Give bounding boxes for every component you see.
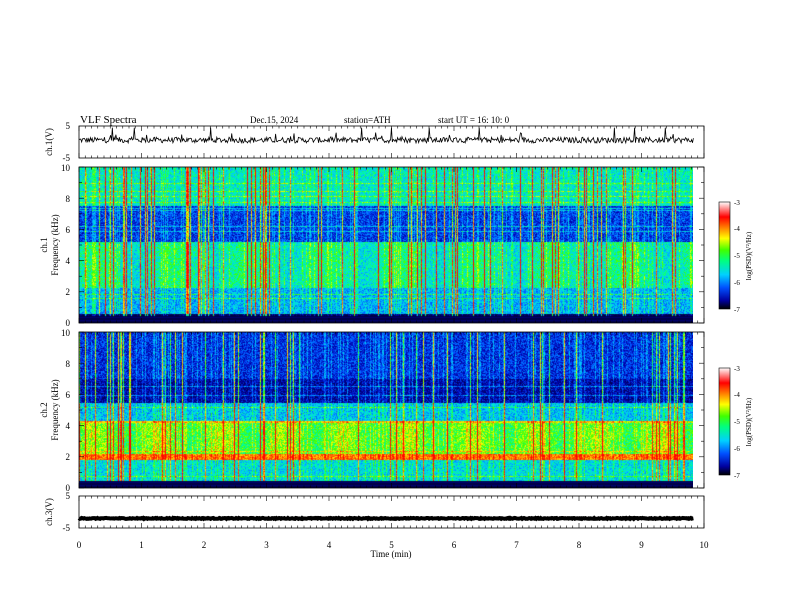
- ch2-spectrogram-panel: 10 8 6 4 2 0 ch.2 Frequency (kHz): [39, 328, 705, 493]
- ch2-spectrogram-ylabel: ch.2: [39, 402, 49, 417]
- ch3-waveform-panel: 5 -5 ch.3(V): [44, 491, 705, 533]
- ch3-ytick-top: 5: [66, 491, 71, 501]
- x-tick-label: 2: [202, 540, 207, 550]
- ch1-colorbar-tick-m3: -3: [734, 199, 740, 207]
- x-tick-label: 9: [639, 540, 644, 550]
- ch1-spectrogram-ylabel: ch.1: [39, 237, 49, 252]
- x-tick-label: 0: [77, 540, 82, 550]
- x-tick-label: 3: [264, 540, 269, 550]
- ch1-colorbar-gradient: [719, 202, 730, 309]
- ch1-spectrogram-panel: 10 8 6 4 2 0 ch.1 Frequency (kHz): [39, 163, 705, 328]
- ch2-colorbar-label: log(PSD)(V²/Hz): [745, 397, 753, 446]
- ch2-colorbar-tick-m5: -5: [734, 418, 740, 426]
- time-axis-label: Time (min): [371, 549, 412, 559]
- ch2-freq-tick-0: 0: [66, 483, 71, 493]
- ch1-colorbar-frame: [718, 201, 731, 310]
- ch1-spectrogram-image: [79, 167, 693, 323]
- ch2-colorbar-tick-m6: -6: [734, 445, 740, 453]
- time-axis-tick-labels: 0 1 2 3 4 5 6 7 8 9 10: [77, 540, 709, 550]
- ch2-freq-tick-8: 8: [66, 359, 71, 369]
- x-tick-label: 7: [514, 540, 519, 550]
- ch2-colorbar-gradient: [719, 368, 730, 475]
- ch1-colorbar-tick-m6: -6: [734, 279, 740, 287]
- time-axis-ticks: [78, 126, 705, 528]
- ch2-freq-tick-4: 4: [66, 421, 71, 431]
- ch1-waveform-line: [78, 127, 694, 145]
- ch1-colorbar: -3 -4 -5 -6 -7 log(PSD)(V²/Hz): [718, 199, 753, 314]
- ch1-ytick-bottom: -5: [63, 153, 71, 163]
- ch1-waveform-panel: 5 -5 ch.1(V): [44, 121, 705, 163]
- ch2-frequency-ylabel: Frequency (kHz): [50, 379, 60, 440]
- ch2-colorbar-tick-m4: -4: [734, 391, 740, 399]
- start-time-label: start UT = 16: 10: 0: [438, 115, 510, 125]
- figure-title: VLF Spectra: [80, 114, 137, 126]
- ch2-freq-tick-6: 6: [66, 390, 71, 400]
- x-tick-label: 6: [452, 540, 457, 550]
- ch1-freq-tick-8: 8: [66, 194, 71, 204]
- ch1-voltage-ylabel: ch.1(V): [44, 128, 54, 156]
- ch2-colorbar-frame: [718, 367, 731, 476]
- x-tick-label: 5: [389, 540, 394, 550]
- ch1-ytick-top: 5: [66, 121, 71, 131]
- ch3-ytick-bottom: -5: [63, 523, 71, 533]
- ch2-spectrogram-image: [79, 332, 693, 488]
- station-label: station=ATH: [344, 115, 391, 125]
- ch2-freq-tick-10: 10: [61, 328, 71, 338]
- ch2-colorbar-tick-m7: -7: [734, 472, 740, 480]
- x-tick-label: 1: [139, 540, 144, 550]
- ch1-colorbar-tick-m4: -4: [734, 225, 740, 233]
- ch2-colorbar-tick-m3: -3: [734, 365, 740, 373]
- x-tick-label: 10: [700, 540, 710, 550]
- ch1-frequency-ylabel: Frequency (kHz): [50, 214, 60, 275]
- ch3-voltage-ylabel: ch.3(V): [44, 498, 54, 526]
- ch1-freq-tick-6: 6: [66, 225, 71, 235]
- ch1-freq-tick-10: 10: [61, 163, 71, 173]
- x-tick-label: 4: [327, 540, 332, 550]
- ch1-colorbar-tick-m5: -5: [734, 252, 740, 260]
- ch2-freq-tick-2: 2: [66, 452, 71, 462]
- ch1-colorbar-label: log(PSD)(V²/Hz): [745, 231, 753, 280]
- date-label: Dec.15, 2024: [250, 115, 299, 125]
- ch1-colorbar-tick-m7: -7: [734, 306, 740, 314]
- ch1-freq-tick-0: 0: [66, 318, 71, 328]
- ch3-waveform-line: [77, 515, 694, 522]
- ch1-freq-tick-4: 4: [66, 256, 71, 266]
- ch1-freq-tick-2: 2: [66, 287, 71, 297]
- ch2-colorbar: -3 -4 -5 -6 -7 log(PSD)(V²/Hz): [718, 365, 753, 480]
- x-tick-label: 8: [577, 540, 582, 550]
